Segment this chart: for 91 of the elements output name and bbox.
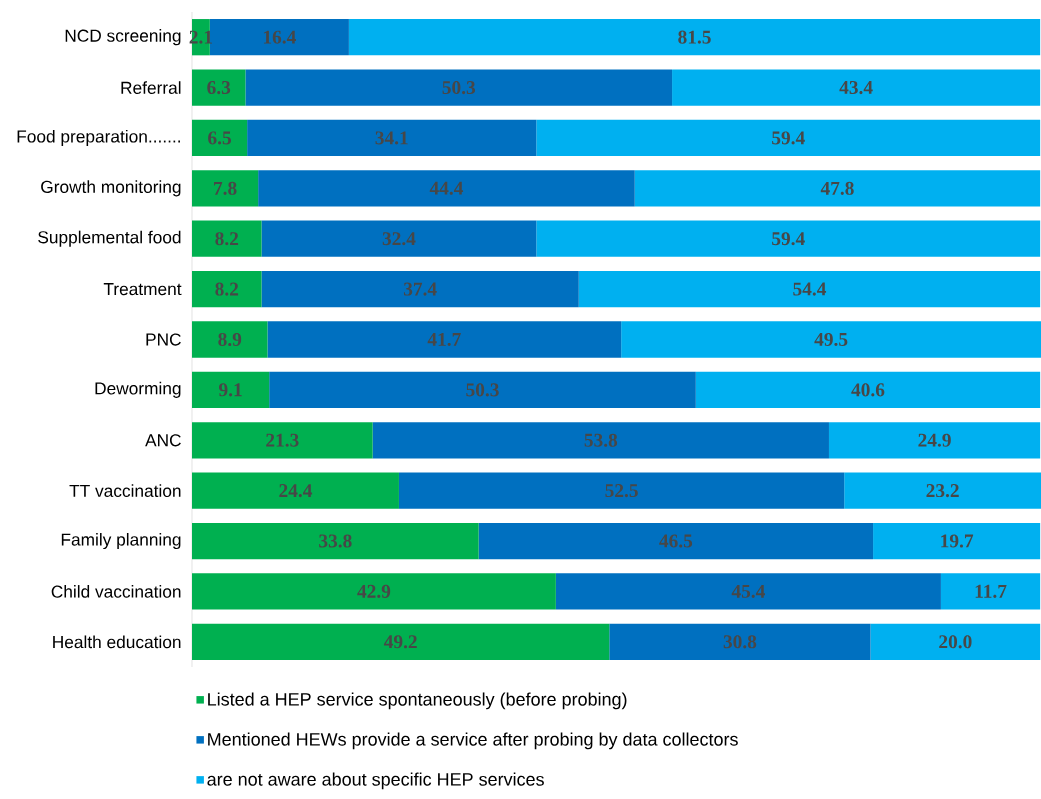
- bar: [261, 270, 579, 308]
- data-label: 45.4: [731, 584, 765, 598]
- data-label: 49.5: [814, 332, 848, 347]
- data-label: 11.7: [975, 584, 1007, 598]
- data-label: 49.2: [383, 635, 417, 649]
- data-label: 41.7: [427, 332, 461, 347]
- bar: [245, 69, 673, 106]
- bar: [192, 522, 479, 560]
- data-label: 23.2: [926, 484, 959, 498]
- bar: [269, 371, 696, 409]
- data-label: 21.3: [266, 433, 299, 447]
- bar: [555, 573, 941, 610]
- data-label: 43.4: [839, 81, 873, 95]
- bar: [828, 422, 1041, 459]
- data-label: 53.8: [584, 433, 618, 447]
- data-label: 33.8: [319, 534, 352, 548]
- bar: [192, 623, 610, 660]
- data-label: 24.4: [279, 484, 313, 498]
- data-label: 19.7: [941, 534, 974, 548]
- data-label: 8.2: [215, 282, 239, 296]
- data-label: 32.4: [382, 232, 416, 246]
- data-label: 59.4: [772, 131, 805, 145]
- bar: [536, 119, 1041, 157]
- bar: [398, 472, 845, 509]
- y-tick-label: Child vaccination: [51, 585, 181, 598]
- bar: [192, 119, 248, 157]
- bar: [192, 472, 399, 509]
- y-tick-label: Supplemental food: [38, 230, 181, 247]
- data-label: 42.9: [357, 584, 391, 598]
- bar: [192, 220, 262, 257]
- y-tick-label: Growth monitoring: [41, 180, 181, 197]
- bar: [192, 170, 259, 207]
- bar: [267, 321, 622, 358]
- data-label: 24.9: [918, 433, 951, 447]
- y-tick-label: ANC: [145, 434, 181, 447]
- bar: [372, 422, 829, 459]
- bar: [192, 321, 268, 358]
- data-label: 44.4: [429, 181, 464, 195]
- data-label: 8.9: [218, 332, 242, 347]
- y-tick-label: PNC: [146, 333, 181, 346]
- data-label: 59.4: [772, 232, 805, 246]
- y-tick-label: Health education: [53, 635, 181, 649]
- bar: [844, 472, 1041, 509]
- data-label: 40.6: [851, 383, 885, 397]
- data-label: 54.4: [793, 282, 827, 296]
- bar: [695, 371, 1041, 409]
- bar: [672, 69, 1041, 106]
- y-tick-label: Family planning: [61, 532, 181, 550]
- bar: [247, 119, 537, 157]
- data-label: 30.8: [723, 635, 757, 649]
- data-label: 50.3: [466, 383, 499, 397]
- data-label: 34.1: [375, 131, 408, 145]
- y-tick-label: Treatment: [103, 283, 182, 296]
- bar: [478, 522, 874, 560]
- bar: [634, 170, 1041, 207]
- legend-label: Mentioned HEWs provide a service after probing by data collectors: [208, 732, 738, 750]
- data-label: 37.4: [403, 282, 437, 296]
- bar: [258, 170, 635, 207]
- bar: [621, 321, 1041, 358]
- data-label: 81.5: [678, 30, 711, 44]
- y-tick-label: Deworming: [95, 381, 181, 398]
- bar: [192, 422, 373, 459]
- data-label: 52.5: [605, 484, 638, 498]
- data-label: 47.8: [820, 181, 854, 195]
- data-label: 50.3: [442, 80, 476, 95]
- data-label: 16.4: [263, 30, 296, 44]
- y-tick-label: Referral: [121, 81, 181, 94]
- y-tick-label: TT vaccination: [69, 484, 181, 498]
- bar: [192, 69, 246, 106]
- data-label: 8.2: [215, 232, 239, 246]
- bar: [348, 19, 1041, 56]
- legend-label: Listed a HEP service spontaneously (before probing): [208, 692, 627, 710]
- bar: [536, 220, 1041, 257]
- data-label: 20.0: [939, 635, 972, 649]
- data-label: 6.5: [208, 131, 231, 145]
- bar: [870, 623, 1041, 660]
- bar: [873, 522, 1041, 560]
- data-label: 6.3: [207, 81, 231, 95]
- data-label: 7.8: [214, 181, 237, 195]
- legend-label: are not aware about specific HEP services: [207, 772, 544, 790]
- data-label: 9.1: [219, 383, 242, 397]
- bar: [261, 220, 537, 257]
- bar: [940, 573, 1041, 610]
- bar: [192, 573, 556, 610]
- bar: [192, 270, 262, 308]
- y-tick-label: Food preparation.......: [17, 129, 180, 147]
- y-tick-label: NCD screening: [65, 29, 181, 46]
- bar: [578, 270, 1041, 308]
- bar: [609, 623, 871, 660]
- data-label: 46.5: [659, 534, 693, 548]
- bar: [192, 371, 270, 409]
